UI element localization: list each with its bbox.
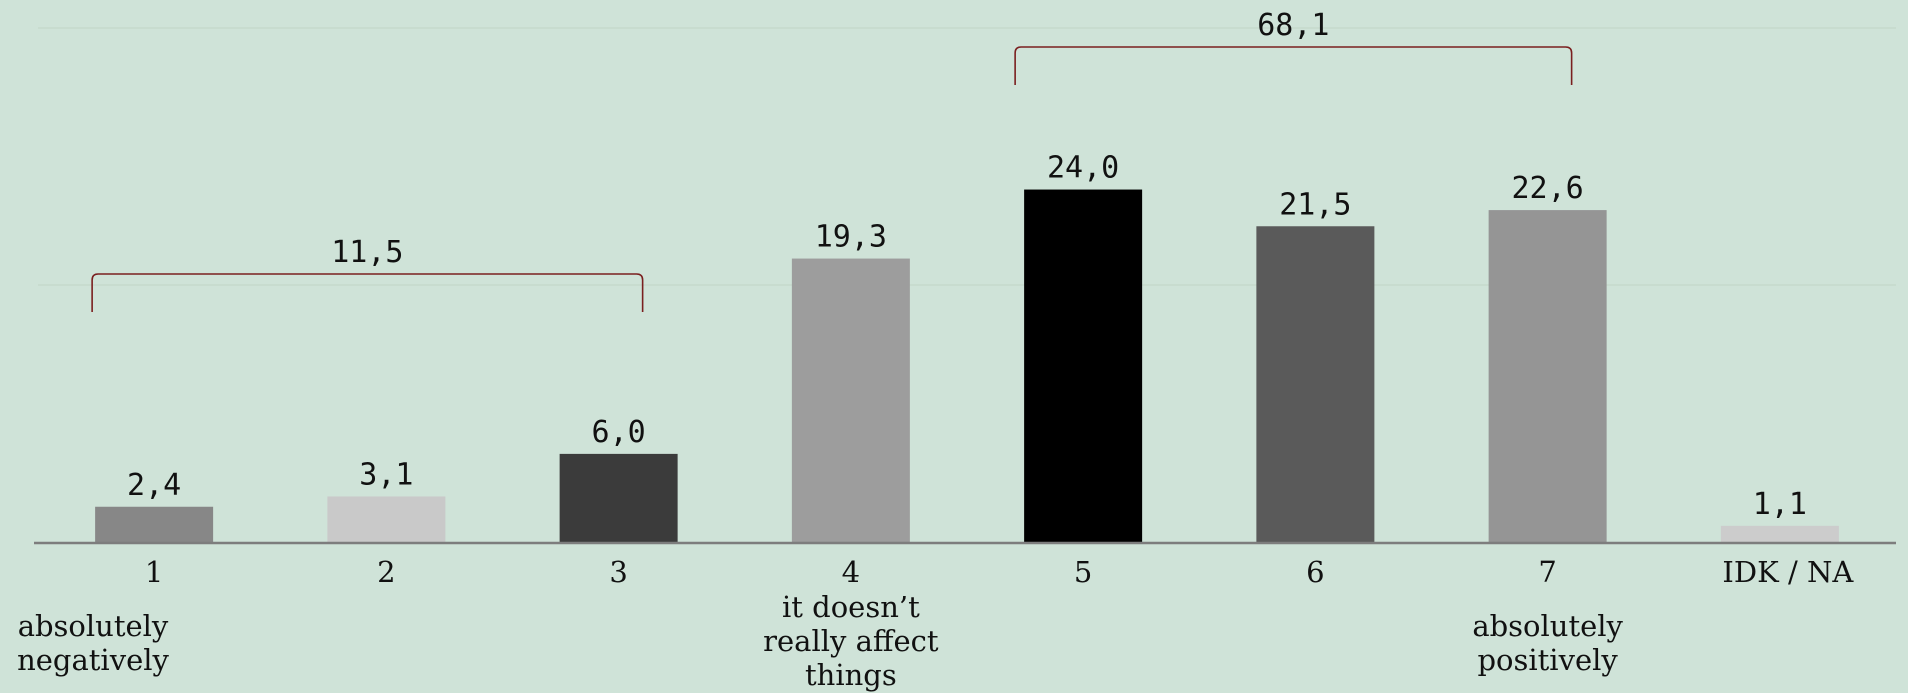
bars <box>95 189 1839 543</box>
bar <box>1024 189 1143 543</box>
category-note: it doesn’t <box>782 590 920 624</box>
x-tick-label: 5 <box>1074 555 1092 589</box>
bar <box>95 506 214 542</box>
group-brackets: 11,5 68,1 <box>91 8 1573 312</box>
x-tick-label: IDK / NA <box>1722 555 1854 589</box>
category-note: absolutely <box>1472 609 1623 643</box>
bracket-label: 11,5 <box>331 235 403 270</box>
x-tick-label: 2 <box>377 555 395 589</box>
x-tick-label: 7 <box>1538 555 1556 589</box>
bracket-label: 68,1 <box>1257 8 1329 43</box>
grid-lines <box>38 27 1896 286</box>
value-label: 22,6 <box>1512 171 1584 206</box>
value-label: 2,4 <box>127 468 181 503</box>
x-tick-labels: 1 2 3 4 5 6 7 IDK / NA <box>145 555 1854 589</box>
bar <box>791 258 910 542</box>
bracket <box>1014 46 1573 85</box>
value-label: 6,0 <box>592 415 646 450</box>
category-note: things <box>805 658 897 692</box>
bar <box>1488 210 1607 543</box>
x-tick-label: 6 <box>1306 555 1324 589</box>
category-note: really affect <box>763 624 939 658</box>
value-label: 1,1 <box>1753 487 1807 522</box>
value-label: 19,3 <box>815 220 887 255</box>
value-label: 21,5 <box>1279 187 1351 222</box>
category-note: absolutely <box>18 609 169 643</box>
value-label: 24,0 <box>1047 151 1119 186</box>
value-label: 3,1 <box>359 457 413 492</box>
x-tick-label: 1 <box>145 555 163 589</box>
bracket <box>91 273 644 312</box>
bar <box>327 496 446 542</box>
bar <box>1720 525 1839 542</box>
x-tick-label: 4 <box>842 555 860 589</box>
x-tick-label: 3 <box>609 555 627 589</box>
value-labels: 2,4 3,1 6,0 19,3 24,0 21,5 22,6 1,1 <box>127 151 1807 522</box>
category-note: positively <box>1477 643 1618 677</box>
category-note: negatively <box>17 643 169 677</box>
bar <box>1256 226 1375 542</box>
bar <box>559 453 678 542</box>
